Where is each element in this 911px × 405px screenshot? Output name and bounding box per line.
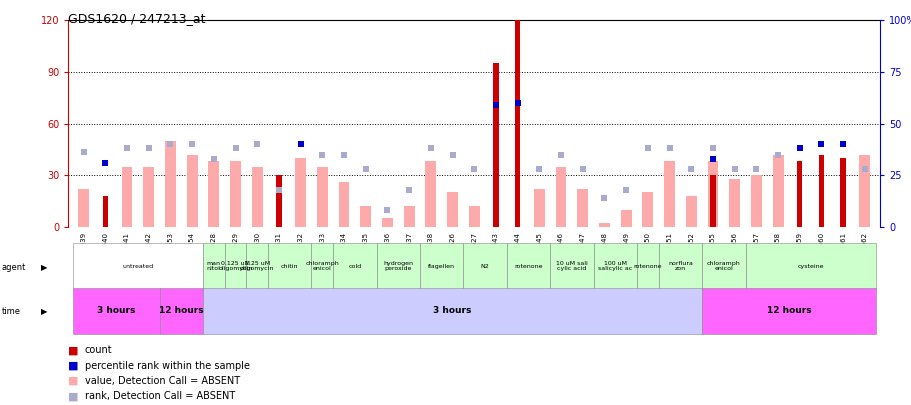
Bar	[338, 182, 349, 227]
Text: 10 uM sali
cylic acid: 10 uM sali cylic acid	[556, 261, 587, 271]
Bar	[187, 154, 198, 227]
Text: 12 hours: 12 hours	[159, 306, 203, 315]
Bar	[230, 161, 241, 227]
Text: ■: ■	[68, 392, 79, 401]
Bar	[620, 210, 631, 227]
Bar	[555, 166, 566, 227]
Bar	[420, 243, 463, 290]
Text: value, Detection Call = ABSENT: value, Detection Call = ABSENT	[85, 376, 240, 386]
Bar	[710, 175, 715, 227]
Text: 100 uM
salicylic ac: 100 uM salicylic ac	[598, 261, 631, 271]
Text: norflura
zon: norflura zon	[667, 261, 692, 271]
Text: time: time	[2, 307, 21, 316]
Bar	[143, 166, 154, 227]
Bar	[599, 224, 609, 227]
Bar	[360, 206, 371, 227]
Text: 3 hours: 3 hours	[97, 306, 135, 315]
Bar	[208, 161, 219, 227]
Bar	[446, 192, 457, 227]
Bar	[772, 154, 783, 227]
Bar	[463, 243, 507, 290]
Text: ▶: ▶	[41, 263, 47, 272]
Bar	[685, 196, 696, 227]
Bar	[507, 243, 549, 290]
Bar	[382, 218, 393, 227]
Bar	[636, 243, 658, 290]
Text: man
nitol: man nitol	[207, 261, 220, 271]
Bar	[376, 243, 420, 290]
Bar	[73, 243, 203, 290]
Bar	[663, 161, 674, 227]
Text: count: count	[85, 345, 112, 355]
Bar	[276, 175, 281, 227]
Bar	[425, 161, 435, 227]
Bar	[701, 288, 875, 334]
Text: chitin: chitin	[281, 264, 298, 269]
Bar	[533, 189, 544, 227]
Text: flagellen: flagellen	[428, 264, 455, 269]
Bar	[641, 192, 652, 227]
Text: hydrogen
peroxide: hydrogen peroxide	[383, 261, 413, 271]
Bar	[73, 288, 159, 334]
Bar	[78, 189, 89, 227]
Bar	[468, 206, 479, 227]
Bar	[312, 243, 333, 290]
Text: ■: ■	[68, 376, 79, 386]
Text: rotenone: rotenone	[633, 264, 661, 269]
Text: ■: ■	[68, 361, 79, 371]
Bar	[246, 243, 268, 290]
Bar	[333, 243, 376, 290]
Bar	[744, 243, 875, 290]
Bar	[295, 158, 306, 227]
Bar	[858, 154, 869, 227]
Bar	[729, 179, 740, 227]
Bar	[224, 243, 246, 290]
Bar	[750, 175, 761, 227]
Text: rank, Detection Call = ABSENT: rank, Detection Call = ABSENT	[85, 392, 235, 401]
Bar	[701, 243, 744, 290]
Bar	[818, 154, 824, 227]
Bar	[840, 158, 845, 227]
Bar	[796, 161, 802, 227]
Text: agent: agent	[2, 263, 26, 272]
Bar	[251, 166, 262, 227]
Bar	[658, 243, 701, 290]
Bar	[549, 243, 593, 290]
Bar	[577, 189, 588, 227]
Text: chloramph
enicol: chloramph enicol	[706, 261, 740, 271]
Text: rotenone: rotenone	[514, 264, 542, 269]
Text: cysteine: cysteine	[796, 264, 823, 269]
Text: 0.125 uM
oligomycin: 0.125 uM oligomycin	[218, 261, 252, 271]
Text: ▶: ▶	[41, 307, 47, 316]
Text: percentile rank within the sample: percentile rank within the sample	[85, 361, 250, 371]
Bar	[203, 288, 701, 334]
Text: 12 hours: 12 hours	[766, 306, 811, 315]
Text: ■: ■	[68, 345, 79, 355]
Bar	[316, 166, 327, 227]
Bar	[707, 161, 718, 227]
Text: N2: N2	[480, 264, 489, 269]
Text: 3 hours: 3 hours	[433, 306, 471, 315]
Text: untreated: untreated	[122, 264, 153, 269]
Bar	[159, 288, 203, 334]
Bar	[165, 141, 176, 227]
Bar	[102, 196, 107, 227]
Bar	[593, 243, 636, 290]
Bar	[404, 206, 415, 227]
Bar	[121, 166, 132, 227]
Text: 1.25 uM
oligomycin: 1.25 uM oligomycin	[240, 261, 274, 271]
Bar	[493, 63, 498, 227]
Bar	[268, 243, 312, 290]
Text: GDS1620 / 247213_at: GDS1620 / 247213_at	[68, 12, 206, 25]
Text: chloramph
enicol: chloramph enicol	[305, 261, 339, 271]
Bar	[515, 20, 520, 227]
Text: cold: cold	[348, 264, 361, 269]
Bar	[203, 243, 224, 290]
